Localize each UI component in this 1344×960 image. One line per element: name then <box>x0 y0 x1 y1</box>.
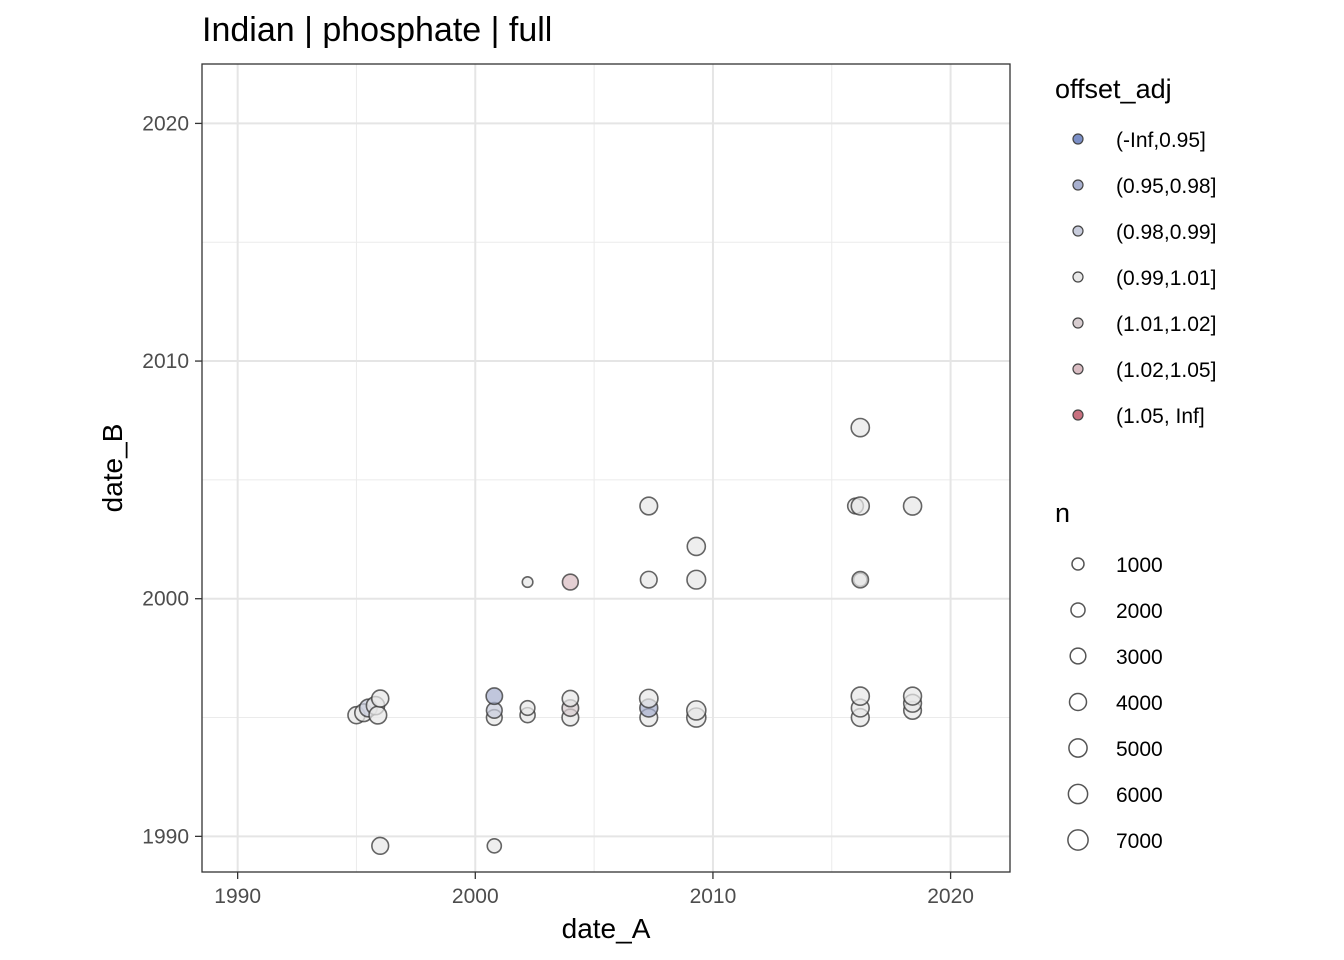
data-point <box>486 838 503 854</box>
size-legend-label: 3000 <box>1116 646 1163 669</box>
data-point <box>685 700 707 721</box>
data-point <box>370 689 390 708</box>
data-point <box>639 496 659 516</box>
data-point <box>850 686 871 706</box>
data-point <box>485 687 504 706</box>
size-legend-key <box>1067 829 1089 851</box>
y-tick-label: 2010 <box>142 350 189 373</box>
data-point <box>521 576 534 589</box>
y-tick-label: 1990 <box>142 825 189 848</box>
size-legend-key <box>1068 738 1088 758</box>
size-legend-label: 4000 <box>1116 692 1163 715</box>
data-points <box>347 417 923 856</box>
data-point <box>851 570 870 589</box>
color-legend-key <box>1072 225 1084 237</box>
size-legend-label: 2000 <box>1116 600 1163 623</box>
x-axis-title: date_A <box>562 913 651 944</box>
size-legend-label: 7000 <box>1116 830 1163 853</box>
data-point <box>902 686 923 706</box>
color-legend-key <box>1072 179 1084 191</box>
color-legend-label: (1.05, Inf] <box>1116 405 1205 428</box>
size-legend-label: 6000 <box>1116 784 1163 807</box>
size-legend-label: 5000 <box>1116 738 1163 761</box>
data-point <box>850 417 871 438</box>
y-tick-label: 2020 <box>142 112 189 135</box>
color-legend-label: (-Inf,0.95] <box>1116 129 1206 152</box>
x-tick-label: 1990 <box>214 885 261 908</box>
data-point <box>686 569 707 590</box>
size-legend-label: 1000 <box>1116 554 1163 577</box>
y-tick-label: 2000 <box>142 588 189 611</box>
legend: offset_adj (-Inf,0.95] (0.95,0.98] (0.98,0.… <box>1055 74 1216 853</box>
x-tick-label: 2000 <box>452 885 499 908</box>
size-legend-key <box>1067 783 1089 805</box>
color-legend-label: (1.02,1.05] <box>1116 359 1216 382</box>
color-legend-label: (0.99,1.01] <box>1116 267 1216 290</box>
size-legend-key <box>1071 557 1085 571</box>
plot-border <box>201 63 1011 873</box>
color-legend-key <box>1072 133 1084 145</box>
data-point <box>902 496 923 516</box>
data-point <box>850 496 871 516</box>
color-legend-label: (0.95,0.98] <box>1116 175 1216 198</box>
axes: 1990 2000 2010 2020 1990 2000 2010 2020 <box>142 112 974 908</box>
data-point <box>638 688 659 709</box>
color-legend-key <box>1072 409 1084 421</box>
color-legend-key <box>1072 317 1084 329</box>
size-legend-key <box>1068 692 1088 712</box>
data-point <box>561 573 580 591</box>
color-legend-label: (0.98,0.99] <box>1116 221 1216 244</box>
size-legend-key <box>1069 647 1087 665</box>
x-tick-label: 2010 <box>690 885 737 908</box>
chart-title: Indian | phosphate | full <box>202 11 552 49</box>
grid-lines <box>202 64 1010 872</box>
data-point <box>371 836 390 856</box>
data-point <box>639 570 658 589</box>
size-legend-title: n <box>1055 498 1070 528</box>
color-legend-key <box>1072 363 1084 375</box>
size-legend-key <box>1070 602 1086 618</box>
data-point <box>686 536 707 557</box>
data-point <box>368 705 388 725</box>
x-tick-label: 2020 <box>927 885 974 908</box>
data-point <box>561 689 580 708</box>
plot-panel <box>202 64 1010 872</box>
color-legend-title: offset_adj <box>1055 74 1172 104</box>
data-point <box>519 699 536 717</box>
color-legend-key <box>1072 271 1084 283</box>
y-axis-title: date_B <box>97 424 128 513</box>
color-legend-label: (1.01,1.02] <box>1116 313 1216 336</box>
